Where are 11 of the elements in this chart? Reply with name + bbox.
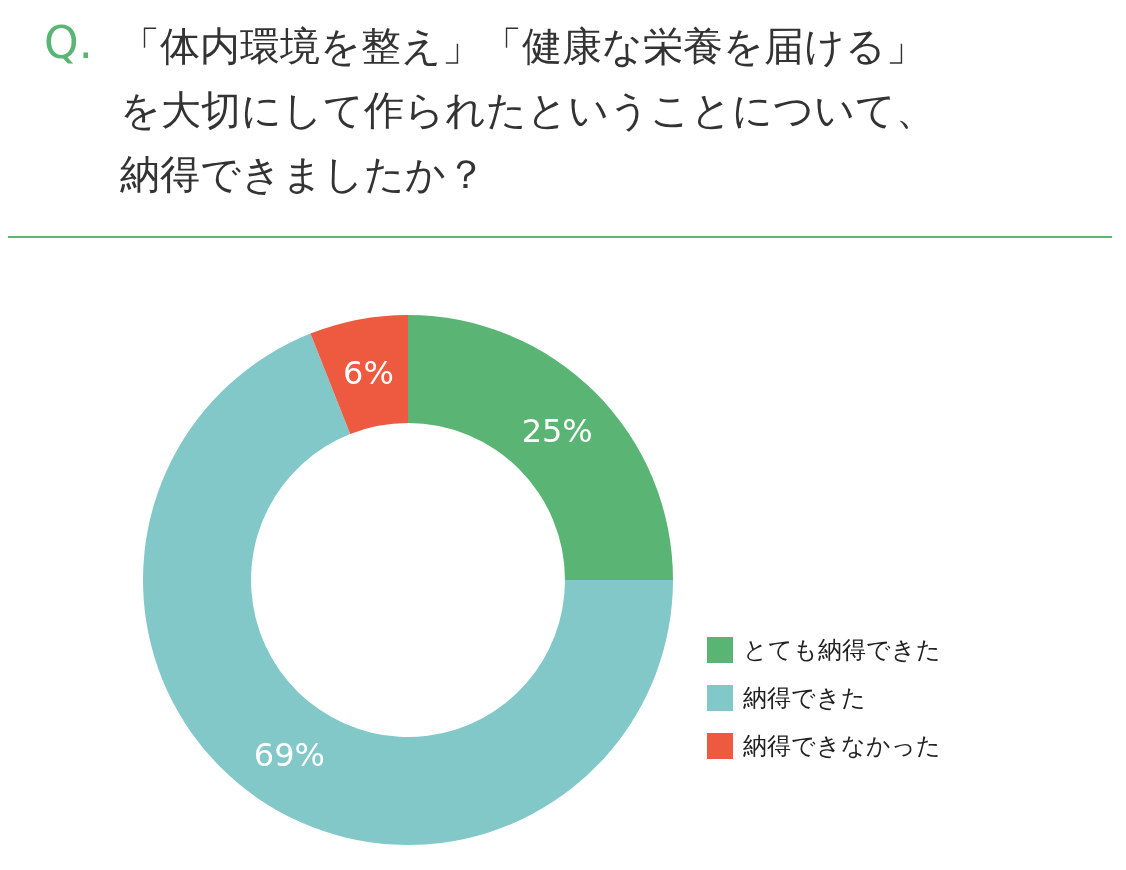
legend-label: とても納得できた: [743, 636, 941, 664]
donut-slice: [143, 333, 673, 845]
donut-slice: [310, 315, 408, 435]
data-label: 6%: [343, 353, 394, 392]
data-label: 69%: [253, 735, 325, 774]
legend-label: 納得できた: [743, 684, 866, 712]
legend-label: 納得できなかった: [743, 732, 941, 760]
donut-slice: [408, 315, 673, 580]
text: Q.: [44, 17, 93, 68]
chart-title: 「体内環境を整え」「健康な栄養を届ける」を大切にして作られたということについて、納得できましたか？: [120, 23, 936, 197]
data-label: 25%: [521, 411, 593, 450]
